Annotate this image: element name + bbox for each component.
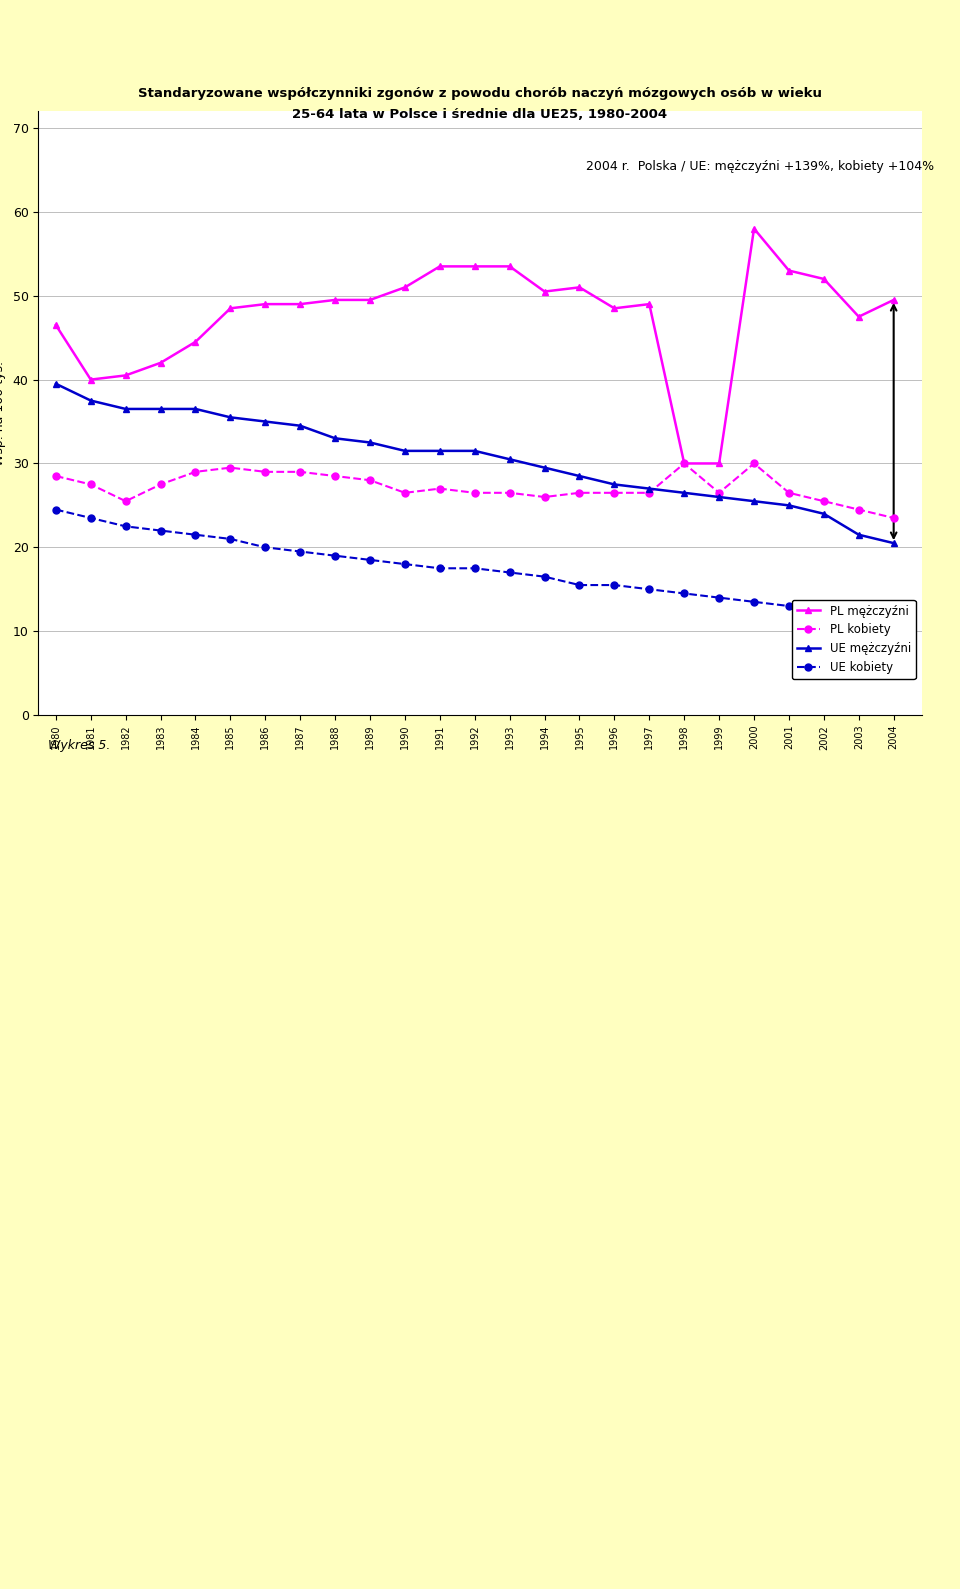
Text: Wykres 5.: Wykres 5.	[48, 739, 110, 752]
Text: 25-64 lata w Polsce i średnie dla UE25, 1980-2004: 25-64 lata w Polsce i średnie dla UE25, …	[293, 108, 667, 121]
Text: 2004 r.  Polska / UE: mężczyźni +139%, kobiety +104%: 2004 r. Polska / UE: mężczyźni +139%, ko…	[586, 159, 934, 173]
Text: Standaryzowane współczynniki zgonów z powodu chorób naczyń mózgowych osób w wiek: Standaryzowane współczynniki zgonów z po…	[138, 87, 822, 100]
Y-axis label: Wsp. na 100 tys.: Wsp. na 100 tys.	[0, 361, 6, 466]
Legend: PL mężczyźni, PL kobiety, UE mężczyźni, UE kobiety: PL mężczyźni, PL kobiety, UE mężczyźni, …	[792, 599, 916, 679]
